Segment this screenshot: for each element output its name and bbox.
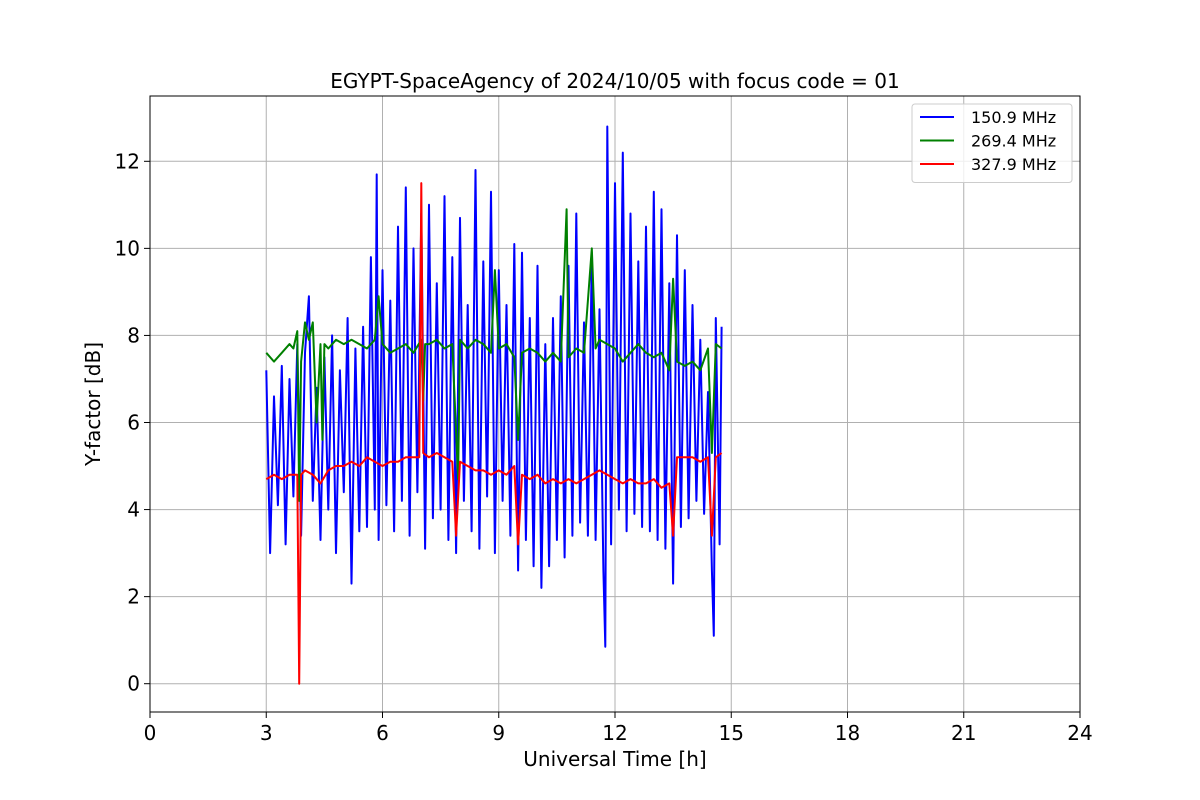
y-tick-label: 10 bbox=[115, 236, 140, 260]
legend-box bbox=[911, 103, 1073, 183]
x-tick-label: 24 bbox=[1067, 721, 1092, 745]
x-tick-label: 12 bbox=[602, 721, 627, 745]
x-tick-label: 3 bbox=[260, 721, 273, 745]
y-axis-label: Y-factor [dB] bbox=[81, 342, 105, 467]
x-tick-label: 0 bbox=[144, 721, 157, 745]
x-tick-label: 15 bbox=[719, 721, 744, 745]
chart-title: EGYPT-SpaceAgency of 2024/10/05 with foc… bbox=[330, 69, 899, 93]
y-tick-label: 4 bbox=[127, 498, 140, 522]
legend-label: 327.9 MHz bbox=[971, 155, 1056, 174]
x-tick-label: 18 bbox=[835, 721, 860, 745]
legend: 150.9 MHz 269.4 MHz 327.9 MHz bbox=[911, 103, 1073, 183]
y-tick-label: 2 bbox=[127, 585, 140, 609]
x-axis-label: Universal Time [h] bbox=[523, 747, 706, 771]
y-tick-label: 0 bbox=[127, 672, 140, 696]
legend-label: 150.9 MHz bbox=[971, 108, 1056, 127]
legend-label: 269.4 MHz bbox=[971, 132, 1056, 151]
y-tick-label: 8 bbox=[127, 323, 140, 347]
series-line-2 bbox=[265, 182, 723, 685]
y-tick-label: 12 bbox=[115, 149, 140, 173]
x-tick-label: 6 bbox=[376, 721, 389, 745]
x-tick-label: 21 bbox=[951, 721, 976, 745]
y-tick-label: 6 bbox=[127, 411, 140, 435]
x-tick-label: 9 bbox=[492, 721, 505, 745]
series-line-1 bbox=[265, 208, 723, 502]
series-lines bbox=[265, 125, 723, 685]
